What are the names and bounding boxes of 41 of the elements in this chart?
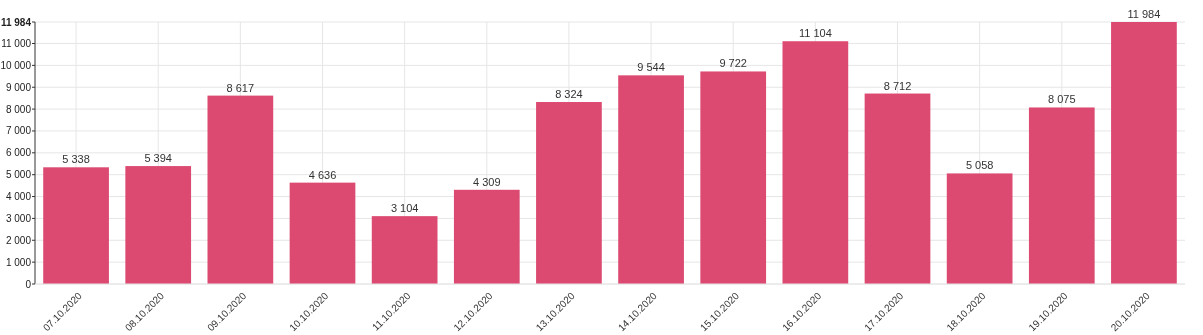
y-tick-label: 1 000 <box>5 256 32 268</box>
bar <box>1028 107 1095 284</box>
data-label: 3 104 <box>390 202 419 215</box>
y-tick-label: 9 000 <box>5 81 32 93</box>
y-tick-label: 2 000 <box>5 234 32 246</box>
data-label: 8 712 <box>883 79 912 92</box>
y-tick-label: 3 000 <box>5 212 32 224</box>
y-tick-label: 4 000 <box>5 191 32 203</box>
data-label: 9 544 <box>637 61 665 74</box>
bar <box>864 93 931 284</box>
data-label: 5 338 <box>62 153 90 166</box>
data-label: 5 058 <box>965 159 994 172</box>
bar <box>1111 22 1177 284</box>
y-tick-label: 10 000 <box>0 59 32 71</box>
y-tick-label: 5 000 <box>5 169 32 181</box>
data-label: 11 104 <box>798 27 832 40</box>
bar <box>536 102 602 284</box>
y-tick-label: 8 000 <box>5 103 32 115</box>
data-label: 5 394 <box>144 152 172 165</box>
y-tick-label: 7 000 <box>5 125 32 137</box>
bar <box>700 71 767 284</box>
data-label: 4 309 <box>473 175 501 188</box>
y-tick-label: 11 984 <box>0 16 32 28</box>
data-label: 11 984 <box>1127 8 1161 20</box>
bar <box>453 189 520 284</box>
bar <box>43 167 109 284</box>
bar <box>207 95 274 284</box>
data-label: 8 075 <box>1048 93 1076 106</box>
bar <box>125 166 192 284</box>
bar <box>289 182 356 284</box>
data-label: 8 617 <box>226 81 255 94</box>
data-label: 4 636 <box>308 168 337 181</box>
y-tick-label: 11 000 <box>1 38 32 50</box>
y-tick-label: 6 000 <box>5 147 32 159</box>
bar <box>371 216 438 284</box>
data-label: 9 722 <box>719 57 747 70</box>
data-label: 8 324 <box>555 88 583 101</box>
bar <box>946 173 1013 284</box>
bar <box>782 41 849 284</box>
bar <box>618 75 684 284</box>
y-tick-label: 0 <box>25 278 32 290</box>
